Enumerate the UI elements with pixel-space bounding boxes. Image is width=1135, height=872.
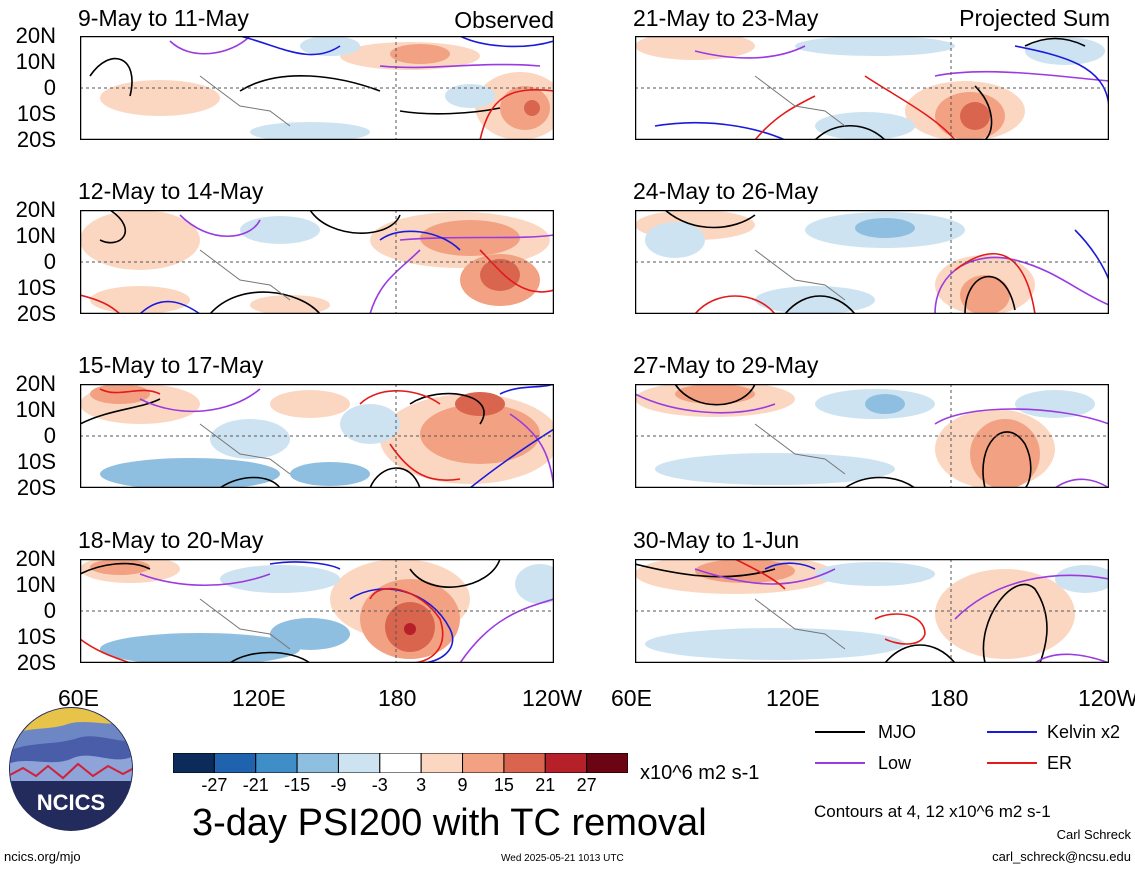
- colorbar-swatch: [255, 752, 298, 774]
- colorbar-swatch: [337, 752, 381, 774]
- projected-sum-label: Projected Sum: [959, 5, 1110, 31]
- colorbar-swatch: [420, 752, 464, 774]
- panel-title: 9-May to 11-May: [78, 5, 249, 31]
- lat-label: 20N: [15, 546, 56, 571]
- map-panel: [635, 36, 1109, 140]
- colorbar-tick-label: 21: [535, 775, 556, 795]
- colorbar-swatch: [544, 752, 588, 774]
- map-panel: [635, 384, 1109, 488]
- colorbar-tick-label: -15: [284, 775, 311, 795]
- legend-label: ER: [1047, 753, 1073, 773]
- lon-label: 120W: [1078, 686, 1135, 710]
- colorbar-tick-label: -21: [242, 775, 269, 795]
- map-panel: [635, 559, 1109, 663]
- lat-label: 10N: [15, 397, 56, 422]
- lat-label: 10S: [16, 624, 56, 649]
- panel-title: 12-May to 14-May: [78, 178, 264, 204]
- lon-label: 120W: [522, 685, 583, 711]
- colorbar-tick-label: 9: [457, 775, 468, 795]
- colorbar-swatch: [586, 752, 629, 774]
- colorbar-swatch: [379, 752, 422, 774]
- colorbar-swatch: [213, 752, 257, 774]
- lat-label: 10S: [16, 275, 56, 300]
- lat-label: 20S: [16, 127, 56, 152]
- email: carl_schreck@ncsu.edu: [992, 849, 1131, 864]
- panel-title: 27-May to 29-May: [633, 352, 819, 378]
- colorbar-tick-label: -27: [201, 775, 228, 795]
- lat-label: 0: [43, 75, 56, 100]
- lon-label: 60E: [611, 685, 652, 711]
- lat-label: 10S: [16, 101, 56, 126]
- map-panel: [80, 210, 554, 314]
- lat-label: 20N: [15, 371, 56, 396]
- lat-label: 20S: [16, 475, 56, 500]
- colorbar: [172, 752, 629, 778]
- lat-label: 10N: [15, 223, 56, 248]
- lat-label: 20N: [15, 197, 56, 222]
- lon-label: 120E: [766, 685, 820, 711]
- logo-text: NCICS: [37, 790, 105, 815]
- lat-label: 10N: [15, 572, 56, 597]
- map-panel: [635, 210, 1109, 314]
- lat-label: 0: [43, 598, 56, 623]
- lon-label: 180: [378, 685, 417, 711]
- colorbar-tick-label: 27: [576, 775, 597, 795]
- author: Carl Schreck: [1056, 827, 1131, 842]
- legend-swatch-mjo: [815, 731, 865, 733]
- contours-note: Contours at 4, 12 x10^6 m2 s-1: [814, 802, 1051, 821]
- main-title: 3-day PSI200 with TC removal: [192, 802, 707, 844]
- panel-title: 24-May to 26-May: [633, 178, 819, 204]
- legend-label: Kelvin x2: [1047, 722, 1121, 742]
- legend-label: Low: [878, 753, 912, 773]
- site-url[interactable]: ncics.org/mjo: [4, 849, 81, 864]
- lat-label: 0: [43, 423, 56, 448]
- panel-title: 18-May to 20-May: [78, 527, 264, 553]
- legend-swatch-kelvin: [987, 731, 1037, 733]
- lat-label: 20N: [15, 23, 56, 48]
- map-panel: [80, 559, 554, 663]
- legend-swatch-low: [815, 762, 865, 764]
- timestamp: Wed 2025-05-21 1013 UTC: [501, 853, 624, 864]
- line-legend: MJO Kelvin x2 Low ER: [815, 722, 1135, 782]
- colorbar-tick-label: -3: [371, 775, 388, 795]
- lat-label: 10S: [16, 449, 56, 474]
- panel-title: 15-May to 17-May: [78, 352, 264, 378]
- lat-label: 20S: [16, 650, 56, 675]
- colorbar-units: x10^6 m2 s-1: [640, 762, 760, 784]
- colorbar-swatch: [172, 752, 215, 774]
- lon-label: 180: [930, 685, 969, 711]
- lon-label: 120E: [232, 685, 286, 711]
- colorbar-tick-label: -9: [330, 775, 347, 795]
- colorbar-swatch: [462, 752, 505, 774]
- legend-swatch-er: [987, 762, 1037, 764]
- observed-label: Observed: [454, 7, 554, 33]
- lat-label: 20S: [16, 301, 56, 326]
- colorbar-tick-label: 15: [493, 775, 514, 795]
- legend-label: MJO: [878, 722, 916, 742]
- colorbar-tick-label: 3: [416, 775, 427, 795]
- lat-label: 10N: [15, 49, 56, 74]
- ncics-logo: NCICS: [8, 706, 134, 837]
- lon-label: 60E: [58, 685, 99, 711]
- panel-title: 21-May to 23-May: [633, 5, 819, 31]
- panel-title: 30-May to 1-Jun: [633, 527, 800, 553]
- colorbar-swatch: [296, 752, 339, 774]
- map-panel: [80, 36, 554, 140]
- colorbar-swatch: [503, 752, 546, 774]
- map-panel: [80, 384, 554, 488]
- lat-label: 0: [43, 249, 56, 274]
